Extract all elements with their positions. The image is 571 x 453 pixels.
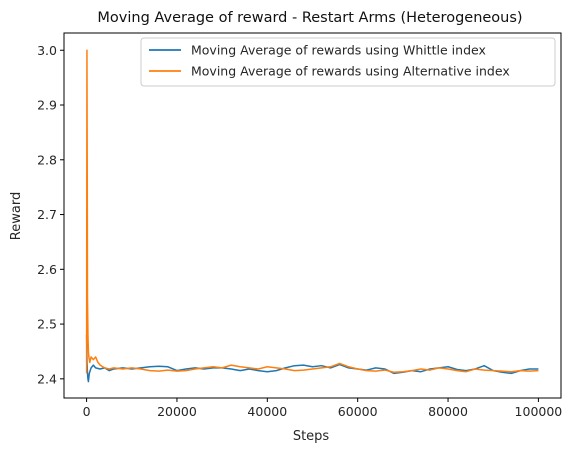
y-tick-label: 3.0: [37, 43, 57, 58]
x-tick-label: 0: [83, 404, 91, 419]
y-axis-label: Reward: [9, 192, 24, 240]
legend-box: [140, 37, 556, 87]
x-axis-label: Steps: [293, 429, 330, 444]
series-line-0: [85, 335, 539, 383]
legend-label-alternative: Moving Average of rewards using Alternat…: [191, 64, 510, 79]
y-tick-label: 2.6: [37, 262, 57, 277]
x-tick-label: 60000: [338, 404, 378, 419]
y-tick-label: 2.7: [37, 207, 57, 222]
y-tick-label: 2.9: [37, 98, 57, 113]
y-tick-label: 2.8: [37, 152, 57, 167]
x-tick-label: 100000: [515, 404, 563, 419]
y-tick-label: 2.5: [37, 317, 57, 332]
y-axis-ticks: 2.4 2.5 2.6 2.7 2.8 2.9 3.0: [37, 43, 64, 386]
series-line-1: [85, 49, 539, 374]
x-tick-label: 40000: [247, 404, 287, 419]
legend-label-whittle: Moving Average of rewards using Whittle …: [191, 43, 486, 58]
x-tick-label: 80000: [428, 404, 468, 419]
y-tick-label: 2.4: [37, 371, 57, 386]
x-tick-label: 20000: [157, 404, 197, 419]
legend: Moving Average of rewards using Whittle …: [140, 37, 556, 87]
plot-lines: [85, 49, 539, 383]
chart-title: Moving Average of reward - Restart Arms …: [97, 10, 522, 26]
plot-frame: [63, 32, 562, 399]
x-axis-ticks: 0 20000 40000 60000 80000 100000: [83, 398, 563, 419]
